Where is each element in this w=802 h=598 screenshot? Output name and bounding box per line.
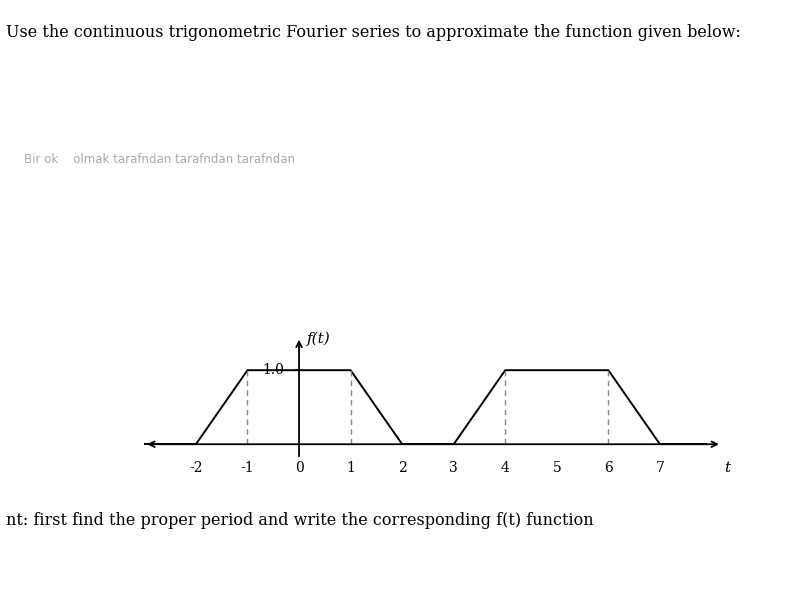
Text: 6: 6 bbox=[604, 460, 613, 475]
Text: -2: -2 bbox=[189, 460, 203, 475]
Text: -1: -1 bbox=[241, 460, 254, 475]
Text: nt: first find the proper period and write the corresponding f(t) function: nt: first find the proper period and wri… bbox=[6, 512, 594, 529]
Text: 1: 1 bbox=[346, 460, 355, 475]
Text: Bir ok    olmak tarafndan tarafndan tarafndan: Bir ok olmak tarafndan tarafndan tarafnd… bbox=[24, 154, 295, 166]
Text: Use the continuous trigonometric Fourier series to approximate the function give: Use the continuous trigonometric Fourier… bbox=[6, 24, 741, 41]
Text: t: t bbox=[724, 460, 731, 475]
Text: 5: 5 bbox=[553, 460, 561, 475]
Text: 2: 2 bbox=[398, 460, 407, 475]
Text: f(t): f(t) bbox=[306, 332, 330, 346]
Text: 0: 0 bbox=[294, 460, 303, 475]
Text: 3: 3 bbox=[449, 460, 458, 475]
Text: 4: 4 bbox=[500, 460, 510, 475]
Text: 7: 7 bbox=[655, 460, 664, 475]
Text: 1.0: 1.0 bbox=[263, 363, 285, 377]
